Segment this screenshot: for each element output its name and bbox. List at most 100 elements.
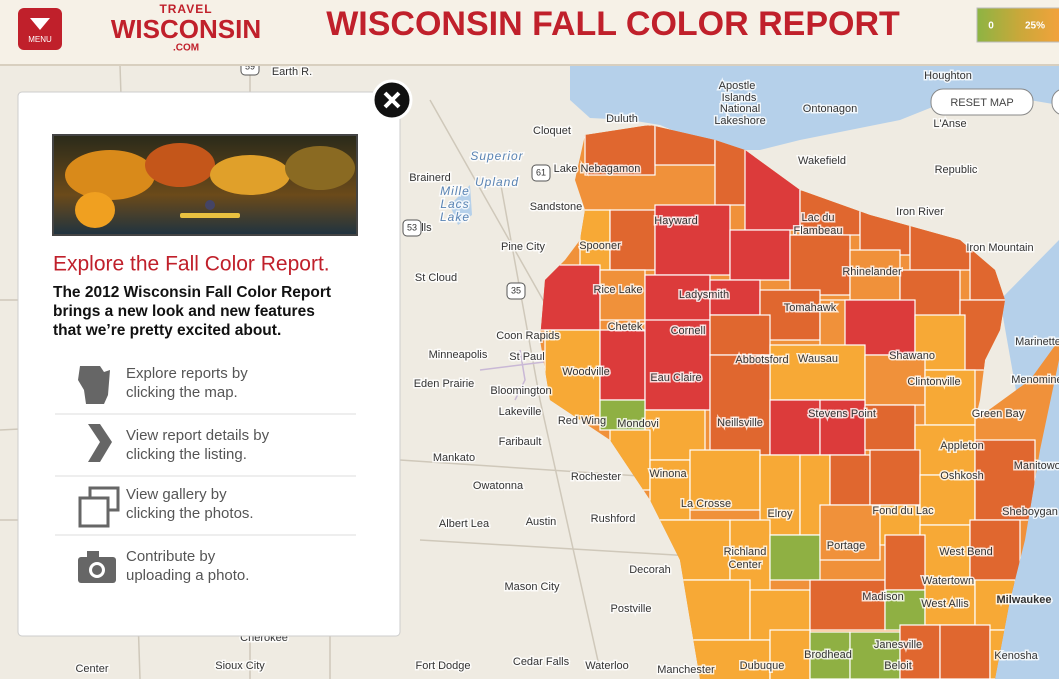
map[interactable]: Earth R. HoughtonOntonagonApostleIslandsN…	[0, 58, 1059, 680]
county[interactable]	[689, 449, 761, 511]
county[interactable]	[584, 125, 656, 176]
county[interactable]	[709, 279, 761, 316]
close-button[interactable]	[371, 79, 413, 121]
place-label: Kenosha	[994, 650, 1038, 662]
place-label: Ladysmith	[679, 289, 729, 301]
intro-line: The 2012 Wisconsin Fall Color Report	[53, 284, 331, 301]
intro-line: brings a new look and new features	[53, 303, 315, 320]
place-label: Superior	[470, 149, 523, 163]
place-label: Menominee	[1011, 374, 1059, 386]
place-label: Wakefield	[798, 155, 846, 167]
place-label: Janesville	[874, 639, 922, 651]
menu-label[interactable]: MENU	[28, 35, 52, 44]
road-number: 59	[245, 61, 255, 71]
place-label: Portage	[827, 540, 866, 552]
place-label: Owatonna	[473, 480, 524, 492]
place-label: Flambeau	[794, 225, 843, 237]
county[interactable]	[899, 624, 941, 679]
item-text[interactable]: Contribute by	[126, 548, 216, 565]
place-label: Green Bay	[972, 408, 1025, 420]
county[interactable]	[729, 519, 771, 591]
place-label: Center	[728, 559, 761, 571]
item-text[interactable]: View gallery by	[126, 486, 227, 503]
place-label: Beloit	[884, 660, 912, 672]
county[interactable]	[579, 209, 611, 271]
county[interactable]	[769, 399, 821, 456]
item-text[interactable]: clicking the map.	[126, 384, 238, 401]
photo[interactable]	[52, 134, 358, 236]
place-label: Marinette	[1015, 336, 1059, 348]
county[interactable]	[849, 249, 901, 301]
place-label: Rhinelander	[842, 266, 902, 278]
place-label: Earth R.	[272, 66, 312, 78]
menu-button[interactable]: MENU	[18, 8, 62, 50]
county[interactable]	[599, 329, 646, 401]
place-label: Elroy	[767, 508, 793, 520]
county[interactable]	[599, 399, 646, 431]
logo-top: TRAVEL	[159, 2, 212, 16]
county[interactable]	[884, 589, 926, 631]
county[interactable]	[924, 369, 976, 426]
county[interactable]	[654, 204, 731, 276]
place-label: Islands	[722, 92, 757, 104]
item-text[interactable]: clicking the photos.	[126, 505, 254, 522]
info-panel: Explore the Fall Color Report. The 2012 …	[17, 79, 413, 637]
place-label: Ontonagon	[803, 103, 857, 115]
reset-label[interactable]: RESET MAP	[950, 97, 1013, 109]
place-label: Coon Rapids	[496, 330, 560, 342]
place-label: Houghton	[924, 70, 972, 82]
page-title: WISCONSIN FALL COLOR REPORT	[326, 5, 900, 43]
place-label: St Cloud	[415, 272, 457, 284]
reset-button[interactable]: RESET MAP	[930, 88, 1034, 116]
county[interactable]	[599, 269, 646, 321]
county[interactable]	[819, 504, 881, 561]
item-text[interactable]: clicking the listing.	[126, 446, 247, 463]
road-shield	[531, 164, 551, 182]
legend-bar	[976, 7, 1059, 43]
county[interactable]	[924, 579, 976, 626]
place-label: Pine City	[501, 241, 546, 253]
place-label: National	[720, 103, 760, 115]
county[interactable]	[919, 474, 976, 526]
county[interactable]	[829, 454, 871, 506]
item-text[interactable]: uploading a photo.	[126, 567, 249, 584]
road-number: 61	[536, 167, 546, 177]
item-text[interactable]: Explore reports by	[126, 365, 248, 382]
county[interactable]	[769, 629, 811, 679]
place-label: Shawano	[889, 350, 935, 362]
county[interactable]	[789, 234, 851, 296]
place-label: Lake	[440, 210, 470, 224]
place-label: Clintonville	[907, 376, 960, 388]
place-label: La Crosse	[681, 498, 731, 510]
county[interactable]	[709, 354, 771, 456]
place-label: West Bend	[939, 546, 993, 558]
county[interactable]	[809, 631, 851, 679]
place-label: Lakeville	[499, 406, 542, 418]
logo-main: WISCONSIN	[111, 14, 261, 44]
place-label: Abbotsford	[735, 354, 788, 366]
place-label: Sioux City	[215, 660, 265, 672]
place-label: Winona	[649, 468, 687, 480]
place-label: Lacs	[440, 197, 469, 211]
place-label: Manchester	[657, 664, 715, 676]
place-label: Waterloo	[585, 660, 629, 672]
county[interactable]	[884, 534, 926, 591]
county[interactable]	[809, 579, 886, 631]
county[interactable]	[540, 264, 601, 331]
icons	[78, 366, 120, 583]
item-text[interactable]: View report details by	[126, 427, 270, 444]
place-label: L'Anse	[933, 118, 966, 130]
place-label: Neillsville	[717, 417, 763, 429]
place-label: Eau Claire	[650, 372, 701, 384]
map-button[interactable]	[1051, 89, 1059, 115]
county[interactable]	[939, 624, 991, 679]
place-label: Madison	[862, 591, 904, 603]
county[interactable]	[769, 534, 821, 581]
county[interactable]	[869, 449, 921, 506]
road-number: 35	[511, 285, 521, 295]
place-label: Fond du Lac	[872, 505, 934, 517]
place-label: Rice Lake	[594, 284, 643, 296]
county[interactable]	[729, 229, 791, 281]
county[interactable]	[644, 319, 711, 411]
county[interactable]	[709, 314, 771, 356]
